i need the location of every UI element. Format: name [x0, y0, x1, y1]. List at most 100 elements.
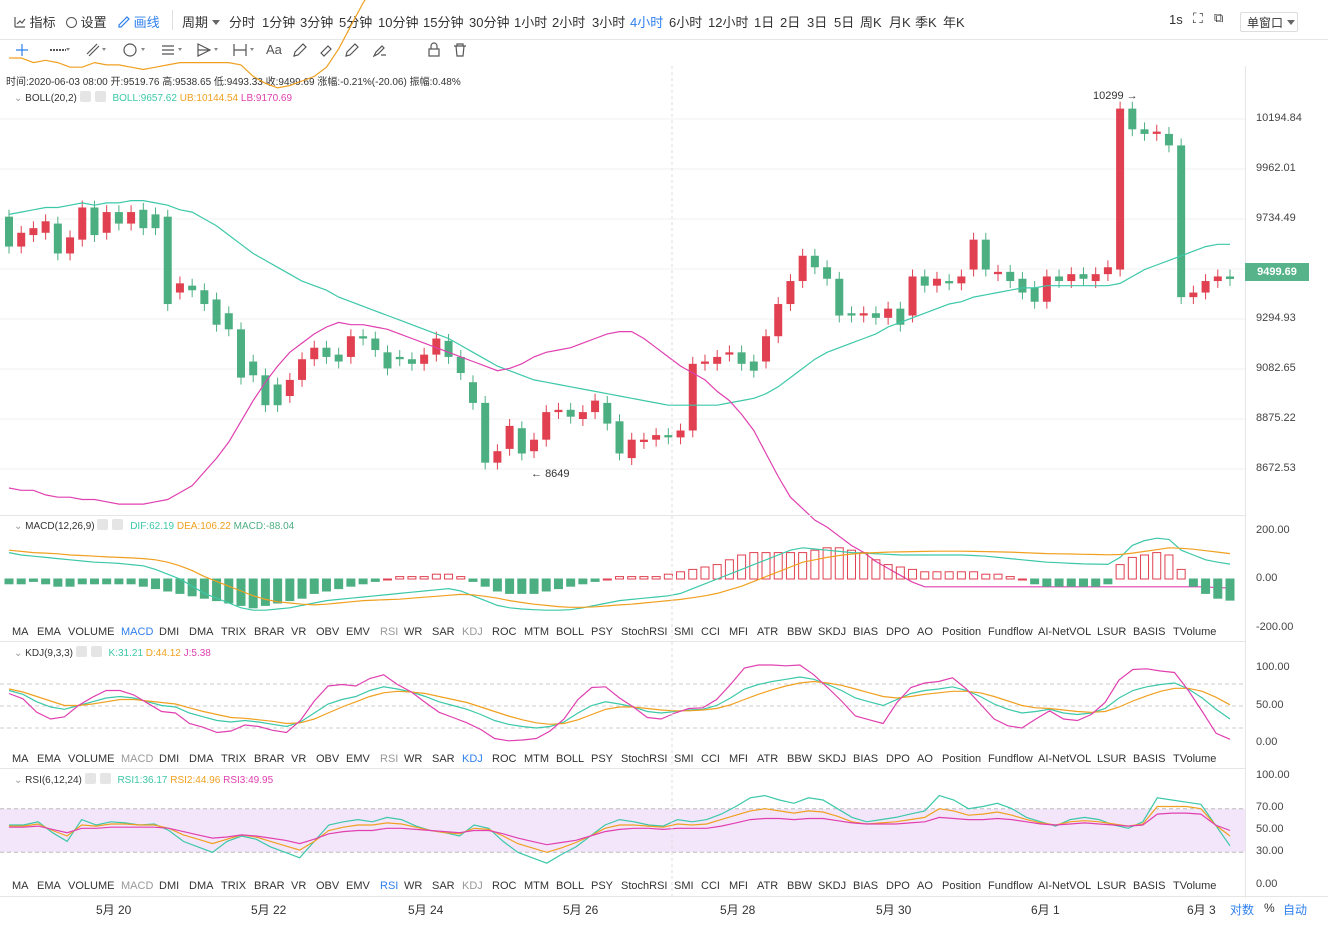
tab-skdj[interactable]: SKDJ: [818, 880, 847, 892]
indicator-button[interactable]: 指标: [14, 12, 56, 31]
tab-sar[interactable]: SAR: [432, 626, 455, 638]
tab-trix[interactable]: TRIX: [221, 753, 247, 765]
settings-button[interactable]: 设置: [66, 12, 107, 31]
interval-16[interactable]: 5日: [834, 15, 855, 30]
tab-dpo[interactable]: DPO: [886, 753, 910, 765]
tab-fundflow[interactable]: Fundflow: [988, 880, 1033, 892]
interval-2[interactable]: 3分钟: [300, 15, 334, 30]
tab-dma[interactable]: DMA: [189, 753, 214, 765]
interval-1[interactable]: 1分钟: [262, 15, 296, 30]
tab-ai-netvol[interactable]: AI-NetVOL: [1038, 753, 1092, 765]
percent-scale-button[interactable]: %: [1264, 901, 1275, 915]
tab-skdj[interactable]: SKDJ: [818, 626, 847, 638]
tab-tvolume[interactable]: TVolume: [1173, 753, 1217, 765]
tab-smi[interactable]: SMI: [674, 880, 694, 892]
interval-6[interactable]: 30分钟: [469, 15, 510, 30]
tab-wr[interactable]: WR: [404, 626, 423, 638]
crosshair-icon[interactable]: [14, 42, 30, 61]
tab-psy[interactable]: PSY: [591, 626, 614, 638]
tab-mtm[interactable]: MTM: [524, 753, 550, 765]
fib-tool-icon[interactable]: [160, 42, 186, 61]
tab-boll[interactable]: BOLL: [556, 880, 585, 892]
tab-roc[interactable]: ROC: [492, 880, 517, 892]
tab-stochrsi[interactable]: StochRSI: [621, 753, 668, 765]
tab-stochrsi[interactable]: StochRSI: [621, 626, 668, 638]
tab-mtm[interactable]: MTM: [524, 626, 550, 638]
tab-ao[interactable]: AO: [917, 753, 933, 765]
tab-rsi[interactable]: RSI: [380, 626, 399, 638]
tab-mfi[interactable]: MFI: [729, 880, 748, 892]
tab-rsi[interactable]: RSI: [380, 880, 399, 892]
popout-icon[interactable]: ⧉: [1214, 10, 1224, 25]
line-tool-icon[interactable]: [48, 42, 72, 61]
tab-ai-netvol[interactable]: AI-NetVOL: [1038, 626, 1092, 638]
interval-20[interactable]: 年K: [943, 15, 965, 30]
tab-macd[interactable]: MACD: [121, 753, 154, 765]
interval-12[interactable]: 12小时: [708, 15, 749, 30]
tab-sar[interactable]: SAR: [432, 880, 455, 892]
tab-fundflow[interactable]: Fundflow: [988, 753, 1033, 765]
log-scale-button[interactable]: 对数: [1230, 903, 1255, 917]
interval-10[interactable]: 4小时: [630, 15, 664, 30]
tab-roc[interactable]: ROC: [492, 626, 517, 638]
fullscreen-icon[interactable]: ⛶: [1193, 10, 1203, 26]
tab-wr[interactable]: WR: [404, 753, 423, 765]
tab-mfi[interactable]: MFI: [729, 626, 748, 638]
tab-tvolume[interactable]: TVolume: [1173, 880, 1217, 892]
tab-bias[interactable]: BIAS: [853, 880, 879, 892]
tab-bbw[interactable]: BBW: [787, 880, 813, 892]
tab-ma[interactable]: MA: [12, 753, 29, 765]
brush-tool-icon[interactable]: [292, 42, 308, 61]
tab-volume[interactable]: VOLUME: [68, 880, 115, 892]
tab-brar[interactable]: BRAR: [254, 626, 285, 638]
tab-ao[interactable]: AO: [917, 880, 933, 892]
tab-atr[interactable]: ATR: [757, 753, 779, 765]
tab-tvolume[interactable]: TVolume: [1173, 626, 1217, 638]
tab-ma[interactable]: MA: [12, 626, 29, 638]
refresh-rate[interactable]: 1s: [1169, 12, 1183, 27]
measure-tool-icon[interactable]: [232, 42, 258, 61]
interval-11[interactable]: 6小时: [669, 15, 703, 30]
tab-vr[interactable]: VR: [291, 753, 307, 765]
tab-psy[interactable]: PSY: [591, 753, 614, 765]
tab-emv[interactable]: EMV: [346, 626, 370, 638]
tab-stochrsi[interactable]: StochRSI: [621, 880, 668, 892]
close-icon[interactable]: [90, 646, 102, 657]
tab-cci[interactable]: CCI: [701, 626, 720, 638]
interval-19[interactable]: 季K: [915, 15, 937, 30]
gear-icon[interactable]: [75, 646, 87, 657]
tab-dmi[interactable]: DMI: [159, 626, 180, 638]
tab-vr[interactable]: VR: [291, 880, 307, 892]
tab-ema[interactable]: EMA: [37, 753, 61, 765]
interval-0[interactable]: 分时: [229, 15, 256, 30]
tab-dmi[interactable]: DMI: [159, 753, 180, 765]
pattern-tool-icon[interactable]: [196, 42, 222, 61]
tab-basis[interactable]: BASIS: [1133, 753, 1166, 765]
tab-obv[interactable]: OBV: [316, 880, 340, 892]
magnet-icon[interactable]: [372, 42, 388, 61]
tab-emv[interactable]: EMV: [346, 753, 370, 765]
tab-kdj[interactable]: KDJ: [462, 626, 483, 638]
interval-3[interactable]: 5分钟: [339, 15, 373, 30]
tab-emv[interactable]: EMV: [346, 880, 370, 892]
tab-cci[interactable]: CCI: [701, 753, 720, 765]
interval-15[interactable]: 3日: [807, 15, 828, 30]
tab-basis[interactable]: BASIS: [1133, 626, 1166, 638]
tab-volume[interactable]: VOLUME: [68, 753, 115, 765]
tab-atr[interactable]: ATR: [757, 880, 779, 892]
tab-rsi[interactable]: RSI: [380, 753, 399, 765]
auto-scale-button[interactable]: 自动: [1283, 903, 1308, 917]
tab-position[interactable]: Position: [942, 626, 982, 638]
tab-obv[interactable]: OBV: [316, 626, 340, 638]
interval-5[interactable]: 15分钟: [423, 15, 464, 30]
interval-9[interactable]: 3小时: [592, 15, 626, 30]
tab-mtm[interactable]: MTM: [524, 880, 550, 892]
tab-basis[interactable]: BASIS: [1133, 880, 1166, 892]
tab-smi[interactable]: SMI: [674, 626, 694, 638]
tab-ao[interactable]: AO: [917, 626, 933, 638]
gear-icon[interactable]: [97, 519, 109, 530]
tab-lsur[interactable]: LSUR: [1097, 626, 1127, 638]
interval-18[interactable]: 月K: [889, 15, 911, 30]
tab-position[interactable]: Position: [942, 753, 982, 765]
tab-bbw[interactable]: BBW: [787, 626, 813, 638]
